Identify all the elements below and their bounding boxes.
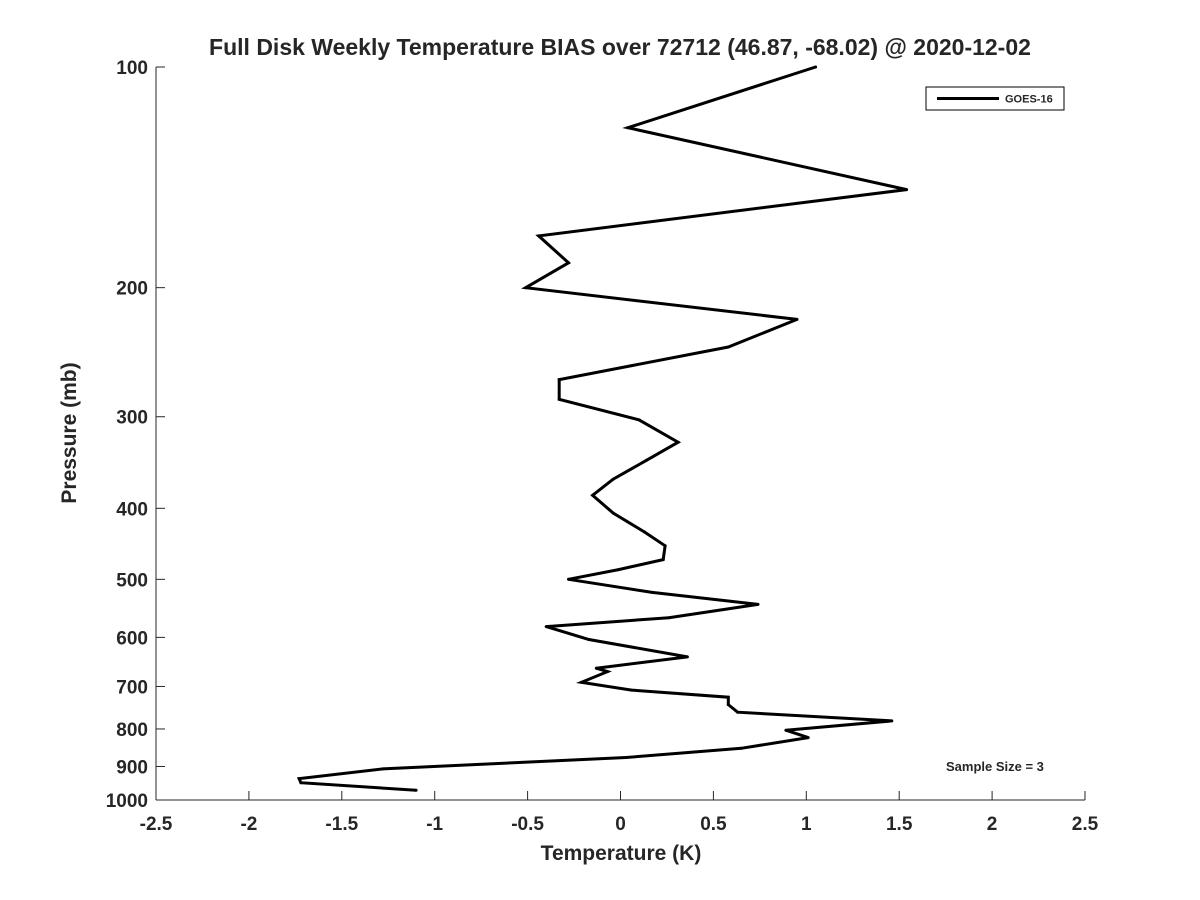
data-point	[524, 286, 528, 290]
y-tick-label: 400	[116, 499, 148, 520]
data-point	[643, 530, 647, 534]
x-tick-label: 2	[987, 814, 998, 835]
axes-layer: -2.5 -2 -1.5 -1 -0.5 0 0.5 1 1.5 2 2.5 100 200 300 400…	[106, 58, 1099, 835]
data-point	[645, 458, 648, 462]
y-axis-label: Pressure (mb)	[58, 362, 81, 503]
data-point	[557, 378, 561, 382]
data-point	[795, 317, 799, 321]
data-point	[890, 719, 894, 723]
data-point	[905, 188, 909, 192]
y-tick-label: 600	[116, 628, 148, 649]
data-point	[736, 710, 740, 714]
chart-title: Full Disk Weekly Temperature BIAS over 7…	[209, 34, 1031, 60]
data-point	[685, 655, 689, 659]
data-point	[606, 670, 609, 674]
x-tick-label: 1	[801, 814, 812, 835]
data-point	[381, 767, 385, 771]
data-point	[617, 568, 621, 572]
data-point	[661, 558, 665, 562]
data-point	[630, 688, 634, 692]
data-point	[726, 703, 730, 707]
x-tick-label: -2.5	[140, 814, 173, 835]
data-point	[591, 493, 595, 497]
data-point	[537, 234, 541, 238]
data-point	[784, 728, 788, 732]
x-tick-label: -2	[240, 814, 257, 835]
data-point	[637, 418, 641, 422]
x-tick-label: 0	[615, 814, 626, 835]
x-tick-label: -1	[426, 814, 443, 835]
data-point	[726, 345, 730, 349]
x-tick-label: 0.5	[700, 814, 727, 835]
sample-size-annotation: Sample Size = 3	[946, 759, 1044, 774]
y-tick-label: 500	[116, 570, 148, 591]
data-point	[544, 625, 548, 629]
x-tick-label: 1.5	[886, 814, 913, 835]
data-point	[557, 397, 561, 401]
legend: GOES-16	[925, 86, 1065, 111]
x-axis-label: Temperature (K)	[541, 842, 702, 865]
data-point	[756, 602, 760, 606]
data-point	[624, 756, 628, 759]
data-point	[587, 638, 591, 641]
data-point	[667, 616, 671, 620]
y-tick-label: 900	[116, 757, 148, 778]
data-point	[626, 126, 630, 130]
data-point	[814, 65, 818, 69]
series-layer	[296, 65, 909, 792]
data-point	[580, 680, 583, 684]
legend-entry-goes-16: GOES-16	[1005, 94, 1053, 106]
y-tick-label: 1000	[106, 791, 148, 812]
y-tick-label: 800	[116, 720, 148, 741]
data-point	[299, 781, 303, 785]
data-point	[611, 477, 615, 481]
data-point	[739, 746, 743, 750]
x-tick-label: 2.5	[1072, 814, 1099, 835]
y-tick-label: 300	[116, 408, 148, 429]
data-point	[663, 544, 667, 548]
x-tick-label: -0.5	[511, 814, 544, 835]
data-point	[414, 788, 418, 792]
data-point	[650, 590, 654, 594]
y-tick-label: 200	[116, 279, 148, 300]
data-point	[676, 440, 680, 444]
data-point	[594, 666, 598, 670]
y-tick-label: 100	[116, 58, 148, 79]
data-point	[611, 511, 615, 515]
data-point	[567, 261, 570, 265]
x-tick-label: -1.5	[325, 814, 358, 835]
data-point	[726, 695, 730, 699]
data-point	[806, 736, 810, 740]
data-point	[297, 777, 301, 781]
data-point	[567, 577, 570, 581]
y-tick-label: 700	[116, 677, 148, 698]
